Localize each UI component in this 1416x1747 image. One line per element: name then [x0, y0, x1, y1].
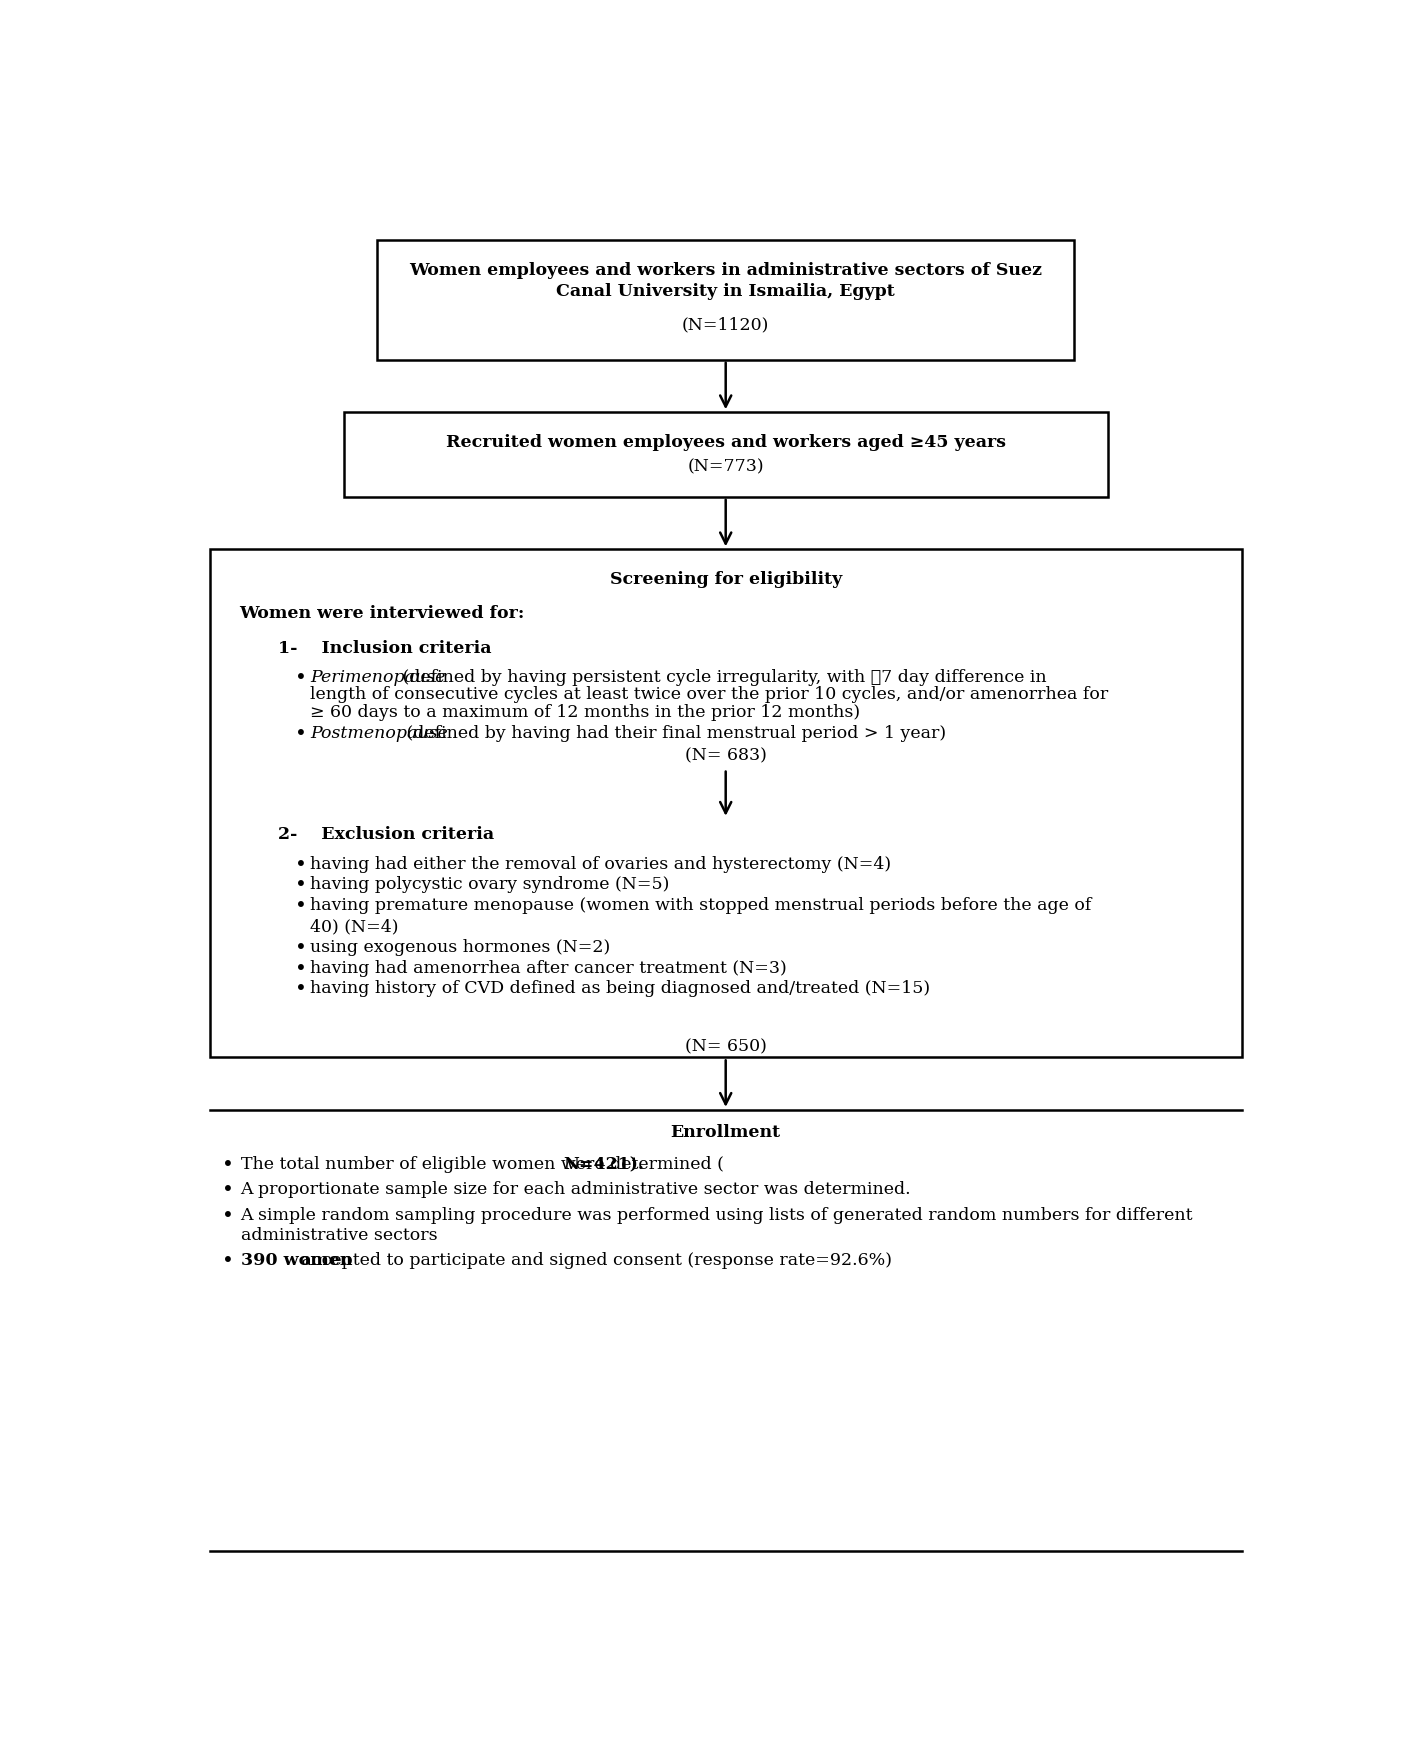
Text: A simple random sampling procedure was performed using lists of generated random: A simple random sampling procedure was p… — [241, 1207, 1194, 1225]
Text: Perimenopause: Perimenopause — [310, 669, 446, 685]
Text: (defined by having persistent cycle irregularity, with ≧7 day difference in: (defined by having persistent cycle irre… — [396, 669, 1046, 685]
Text: (N=773): (N=773) — [687, 458, 765, 475]
Text: Screening for eligibility: Screening for eligibility — [609, 571, 843, 587]
Text: (N=1120): (N=1120) — [683, 316, 769, 334]
Text: having polycystic ovary syndrome (N=5): having polycystic ovary syndrome (N=5) — [310, 877, 670, 893]
Text: The total number of eligible women were determined (: The total number of eligible women were … — [241, 1157, 724, 1172]
Text: (defined by having had their final menstrual period > 1 year): (defined by having had their final menst… — [401, 725, 946, 742]
Text: 1-    Inclusion criteria: 1- Inclusion criteria — [278, 639, 491, 657]
Bar — [344, 412, 1107, 496]
Text: •: • — [222, 1181, 234, 1200]
Text: •: • — [295, 725, 307, 744]
Text: •: • — [295, 980, 307, 999]
Text: having history of CVD defined as being diagnosed and/treated (N=15): having history of CVD defined as being d… — [310, 980, 930, 998]
Bar — [210, 549, 1242, 1057]
Text: •: • — [295, 877, 307, 896]
Text: having had either the removal of ovaries and hysterectomy (N=4): having had either the removal of ovaries… — [310, 856, 892, 874]
Text: •: • — [295, 938, 307, 957]
Text: •: • — [222, 1207, 234, 1226]
Text: Recruited women employees and workers aged ≥45 years: Recruited women employees and workers ag… — [446, 433, 1005, 451]
Text: •: • — [295, 959, 307, 978]
Text: N=421).: N=421). — [564, 1157, 644, 1172]
Text: 40) (N=4): 40) (N=4) — [310, 917, 399, 935]
Text: having premature menopause (women with stopped menstrual periods before the age : having premature menopause (women with s… — [310, 898, 1092, 914]
Text: 390 women: 390 women — [241, 1253, 353, 1270]
Text: Postmenopause: Postmenopause — [310, 725, 447, 742]
Text: accepted to participate and signed consent (response rate=92.6%): accepted to participate and signed conse… — [296, 1253, 892, 1270]
Text: (N= 683): (N= 683) — [685, 748, 766, 765]
Text: using exogenous hormones (N=2): using exogenous hormones (N=2) — [310, 938, 610, 956]
Text: Canal University in Ismailia, Egypt: Canal University in Ismailia, Egypt — [556, 283, 895, 300]
Text: Women employees and workers in administrative sectors of Suez: Women employees and workers in administr… — [409, 262, 1042, 280]
Bar — [377, 241, 1075, 360]
Text: length of consecutive cycles at least twice over the prior 10 cycles, and/or ame: length of consecutive cycles at least tw… — [310, 687, 1109, 704]
Text: •: • — [295, 898, 307, 915]
Text: A proportionate sample size for each administrative sector was determined.: A proportionate sample size for each adm… — [241, 1181, 910, 1198]
Text: •: • — [222, 1253, 234, 1272]
Text: •: • — [295, 669, 307, 688]
Text: (N= 650): (N= 650) — [685, 1038, 766, 1055]
Text: •: • — [295, 856, 307, 875]
Text: ≥ 60 days to a maximum of 12 months in the prior 12 months): ≥ 60 days to a maximum of 12 months in t… — [310, 704, 861, 722]
Text: Women were interviewed for:: Women were interviewed for: — [239, 604, 524, 622]
Text: having had amenorrhea after cancer treatment (N=3): having had amenorrhea after cancer treat… — [310, 959, 787, 977]
Text: administrative sectors: administrative sectors — [241, 1226, 438, 1244]
Text: •: • — [222, 1157, 234, 1176]
Text: Enrollment: Enrollment — [671, 1123, 780, 1141]
Text: 2-    Exclusion criteria: 2- Exclusion criteria — [278, 826, 494, 844]
